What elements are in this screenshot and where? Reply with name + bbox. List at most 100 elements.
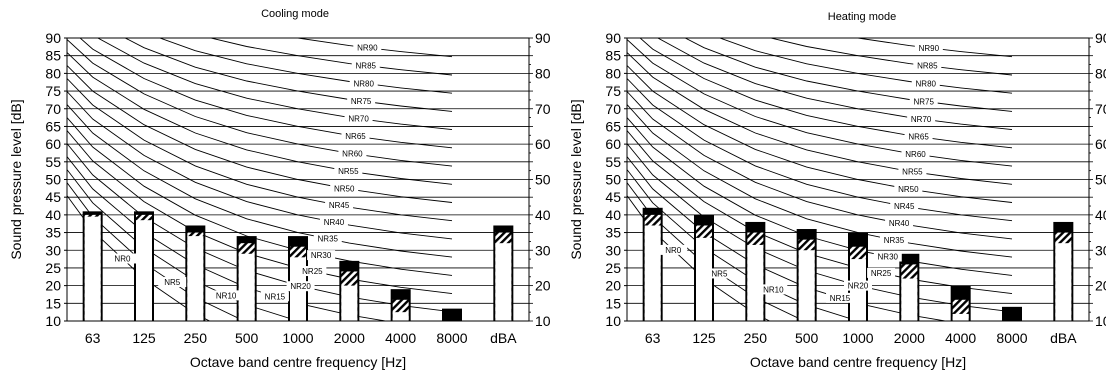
bar-low [84,216,101,321]
x-axis-title: Octave band centre frequency [Hz] [190,354,406,370]
nr-label-bg [904,131,933,142]
y-axis-title: Sound pressure level [dB] [568,99,584,259]
nr-curve [67,181,246,321]
x-axis-title: Octave band centre frequency [Hz] [750,354,966,370]
y-tick-label-right: 50 [535,172,551,188]
x-tick-label: 1000 [842,330,873,346]
nr-curve-label: NR25 [871,269,892,278]
nr-curve [124,38,453,112]
x-tick-label: 250 [744,330,768,346]
nr-curve-label: NR45 [894,202,915,211]
nr-curve [684,38,1013,112]
x-tick-label: 63 [85,330,101,346]
nr-curve [67,194,211,321]
nr-curve [67,38,453,167]
nr-curve [67,116,453,276]
nr-curve-label: NR5 [164,278,181,287]
nr-curve-label: NR50 [334,184,355,193]
nr-curve [96,38,453,131]
y-tick-label-left: 50 [605,172,621,188]
y-tick-label-right: 90 [1095,30,1106,46]
nr-curve-label: NR0 [114,254,131,263]
x-tick-label: 125 [692,330,716,346]
y-tick-label-left: 35 [605,225,621,241]
y-tick-label-right: 40 [535,207,551,223]
y-tick-label-left: 20 [605,278,621,294]
nr-label-bg [901,149,930,160]
nr-label-bg [867,267,896,278]
nr-label-bg [286,281,315,292]
y-tick-label-left: 70 [605,101,621,117]
x-tick-label: 8000 [436,330,467,346]
bar-low [696,237,712,321]
nr-curve-label: NR55 [338,167,359,176]
y-tick-label-left: 15 [45,295,61,311]
y-tick-label-left: 80 [45,65,61,81]
nr-curve-label: NR45 [329,201,350,210]
nr-curve [627,38,1013,167]
nr-curve [67,64,453,203]
nr-label-bg [349,78,378,89]
bar-low [392,312,409,321]
y-tick-label-left: 45 [605,189,621,205]
y-tick-label-left: 80 [605,65,621,81]
x-tick-label: 2000 [894,330,925,346]
y-tick-label-right: 70 [535,101,551,117]
nr-curve-label: NR10 [216,291,237,300]
nr-curve [67,51,453,185]
nr-label-bg [344,113,373,124]
nr-label-bg [260,291,289,302]
nr-curve [208,38,453,76]
nr-label-bg [347,95,376,106]
y-tick-label-left: 75 [605,83,621,99]
bar-low [495,243,512,321]
nr-curve [718,38,1013,94]
nr-curve [158,38,453,94]
nr-curve-label: NR60 [905,150,926,159]
nr-curve [627,51,1013,185]
bar-low [952,313,969,321]
nr-label-bg [108,253,137,264]
nr-curve-label: NR25 [302,267,323,276]
nr-label-bg [298,266,327,277]
nr-curve-label: NR15 [265,292,286,301]
nr-label-bg [307,250,336,261]
nr-curve-label: NR30 [878,253,899,262]
bar-low [644,225,661,321]
nr-curve-label: NR20 [290,282,311,291]
y-tick-label-left: 20 [45,278,61,294]
y-tick-label-left: 65 [45,118,61,134]
y-tick-label-right: 10 [535,313,551,329]
nr-label-bg [659,244,688,255]
nr-curve-label: NR90 [919,44,940,53]
nr-label-bg [914,42,943,53]
nr-label-bg [898,166,927,177]
nr-curve [295,38,453,58]
nr-label-bg [894,184,923,195]
y-tick-label-left: 85 [605,48,621,64]
y-tick-label-left: 90 [605,30,621,46]
bar-max [1002,306,1022,321]
y-tick-label-left: 55 [45,154,61,170]
nr-curve-label: NR0 [665,246,682,255]
y-tick-label-right: 30 [1095,242,1106,258]
nr-label-bg [319,217,348,228]
y-tick-label-left: 10 [45,313,61,329]
nr-curve-label: NR40 [889,219,910,228]
nr-curve-label: NR35 [884,236,905,245]
nr-curve-label: NR5 [711,269,728,278]
nr-label-bg [705,268,734,279]
y-tick-label-left: 35 [45,225,61,241]
nr-label-bg [759,284,788,295]
nr-curve-label: NR70 [911,115,932,124]
y-tick-label-right: 80 [535,65,551,81]
nr-label-bg [826,292,855,303]
y-tick-label-left: 65 [605,118,621,134]
y-tick-label-right: 40 [1095,207,1106,223]
nr-curve-label: NR35 [318,235,339,244]
bar-low [798,250,815,321]
y-tick-label-right: 70 [1095,101,1106,117]
nr-curve-label: NR80 [353,79,374,88]
bar-low [238,253,255,321]
